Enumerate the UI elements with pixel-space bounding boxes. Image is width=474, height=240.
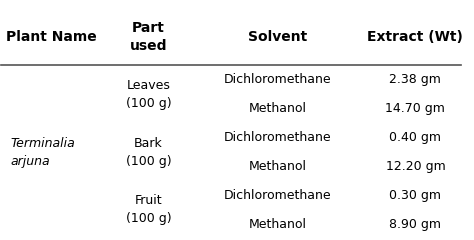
Text: Terminalia
arjuna: Terminalia arjuna — [10, 137, 75, 168]
Text: Solvent: Solvent — [248, 30, 307, 44]
Text: Extract (Wt): Extract (Wt) — [367, 30, 464, 44]
Text: 0.40 gm: 0.40 gm — [390, 131, 441, 144]
Text: Dichloromethane: Dichloromethane — [224, 189, 331, 202]
Text: 2.38 gm: 2.38 gm — [390, 73, 441, 86]
Text: Methanol: Methanol — [248, 218, 306, 231]
Text: Methanol: Methanol — [248, 160, 306, 173]
Text: 8.90 gm: 8.90 gm — [390, 218, 441, 231]
Text: Fruit
(100 g): Fruit (100 g) — [126, 194, 172, 225]
Text: Dichloromethane: Dichloromethane — [224, 131, 331, 144]
Text: 0.30 gm: 0.30 gm — [390, 189, 441, 202]
Text: 14.70 gm: 14.70 gm — [385, 102, 446, 115]
Text: Leaves
(100 g): Leaves (100 g) — [126, 79, 172, 110]
Text: 12.20 gm: 12.20 gm — [385, 160, 445, 173]
Text: Plant Name: Plant Name — [6, 30, 97, 44]
Text: Dichloromethane: Dichloromethane — [224, 73, 331, 86]
Text: Methanol: Methanol — [248, 102, 306, 115]
Text: Bark
(100 g): Bark (100 g) — [126, 137, 172, 168]
Text: Part
used: Part used — [130, 21, 167, 53]
